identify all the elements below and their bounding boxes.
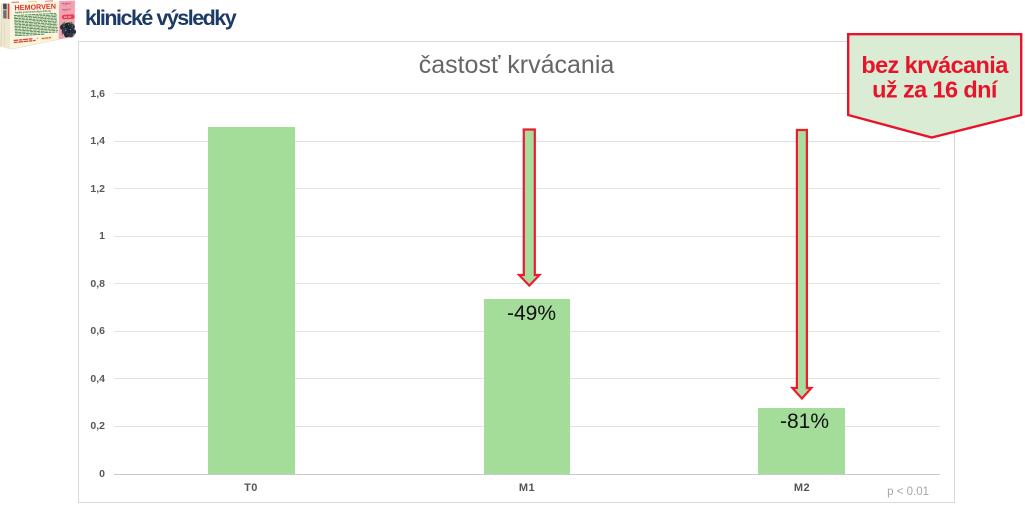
svg-text:HEMORVEN: HEMORVEN [14,2,56,13]
svg-text:bez krvácania: bez krvácania [861,52,1009,78]
svg-text:čapíky proti hemoroidom 500 mg: čapíky proti hemoroidom 500 mg [15,9,51,15]
svg-text:už za 16 dní: už za 16 dní [872,77,999,103]
